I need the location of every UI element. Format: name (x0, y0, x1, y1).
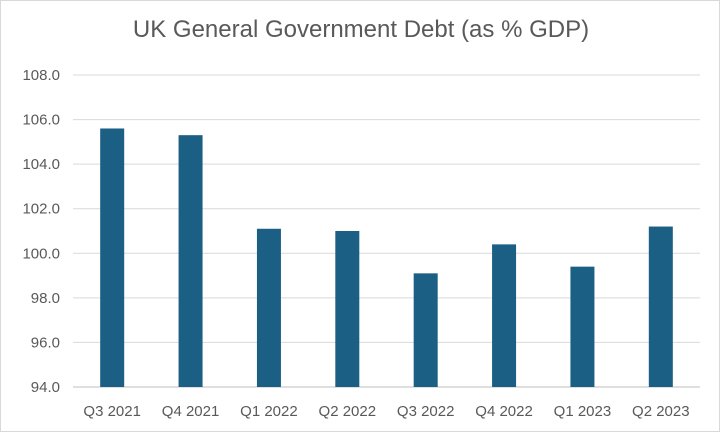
y-tick-label: 100.0 (22, 245, 60, 262)
bar (570, 266, 595, 387)
y-tick-label: 102.0 (22, 201, 60, 218)
x-tick-label: Q4 2021 (162, 403, 220, 420)
y-tick-label: 108.0 (22, 67, 60, 84)
bar (178, 135, 203, 387)
chart-title: UK General Government Debt (as % GDP) (132, 16, 590, 43)
bar (413, 273, 438, 387)
y-axis-ticks: 94.0 96.0 98.0 100.0 102.0 104.0 106.0 108.0 (22, 67, 60, 396)
gridlines (73, 74, 700, 388)
y-tick-label: 96.0 (31, 334, 60, 351)
x-tick-label: Q2 2023 (632, 403, 690, 420)
bar (100, 128, 125, 387)
y-tick-label: 104.0 (22, 156, 60, 173)
x-tick-label: Q1 2023 (554, 403, 612, 420)
y-tick-label: 98.0 (31, 290, 60, 307)
y-tick-label: 106.0 (22, 112, 60, 129)
bar (648, 226, 673, 387)
y-tick-label: 94.0 (31, 379, 60, 396)
x-tick-label: Q2 2022 (319, 403, 377, 420)
bar (335, 231, 360, 387)
x-axis-ticks: Q3 2021 Q4 2021 Q1 2022 Q2 2022 Q3 2022 Q4 20… (83, 403, 689, 420)
bars (100, 128, 673, 387)
x-tick-label: Q3 2022 (397, 403, 455, 420)
x-tick-label: Q4 2022 (475, 403, 533, 420)
bar (256, 228, 281, 387)
x-tick-label: Q3 2021 (83, 403, 141, 420)
bar (492, 244, 517, 387)
x-tick-label: Q1 2022 (240, 403, 298, 420)
